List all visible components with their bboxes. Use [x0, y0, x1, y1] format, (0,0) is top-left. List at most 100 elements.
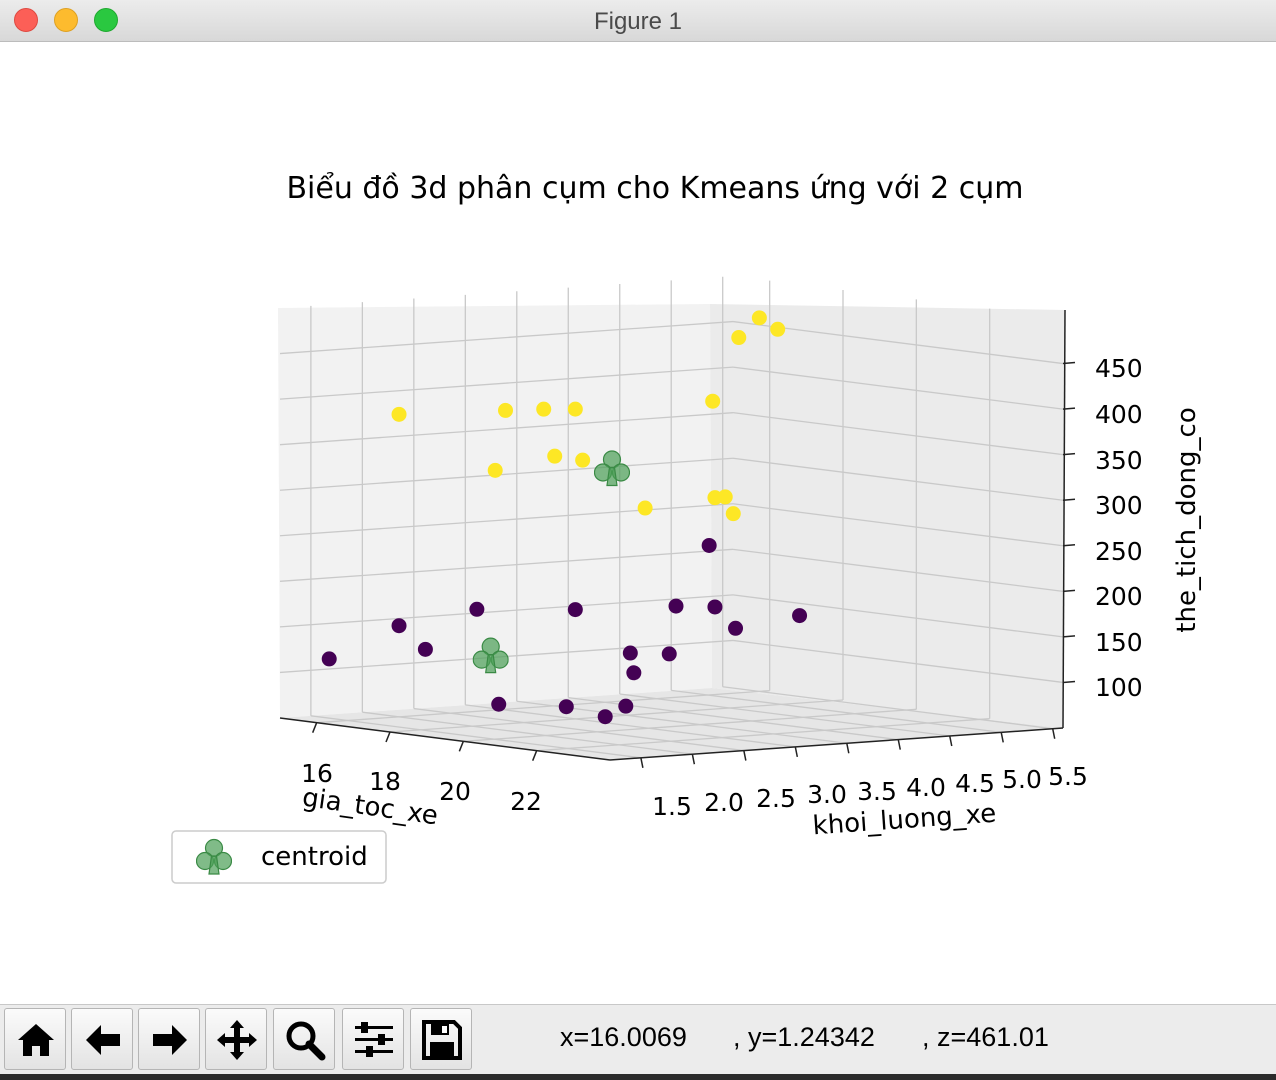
grid-line — [279, 503, 734, 537]
coord-z-readout: , z=461.01 — [922, 1022, 1049, 1052]
cluster-0-point — [661, 646, 677, 662]
cluster-0-point — [469, 601, 485, 617]
tick-mark — [1062, 589, 1076, 593]
zoom-window-button[interactable] — [94, 8, 118, 32]
cluster-1-point — [487, 462, 503, 478]
x-axis-line — [279, 717, 611, 761]
x-tick-label: 16 — [301, 759, 333, 788]
grid-line — [389, 699, 844, 733]
z-tick-label: 100 — [1095, 673, 1143, 702]
tick-mark — [743, 750, 747, 761]
z-axis-label: the_tich_dong_co — [1172, 407, 1202, 632]
z-tick-label: 200 — [1095, 582, 1143, 611]
tick-mark — [949, 735, 953, 747]
y-tick-label: 3.5 — [857, 777, 897, 806]
cluster-1-points — [391, 310, 786, 522]
cluster-0-point — [597, 709, 613, 725]
chart-canvas[interactable]: Biểu đồ 3d phân cụm cho Kmeans ứng với 2… — [0, 42, 1276, 1002]
y-tick-label: 3.0 — [807, 780, 847, 809]
desktop-strip — [0, 1074, 1276, 1080]
y-tick-label: 4.0 — [906, 773, 946, 802]
grid-line — [279, 548, 734, 582]
cluster-0-point — [626, 665, 642, 681]
home-icon — [18, 1024, 54, 1056]
pan-button[interactable] — [205, 1008, 267, 1070]
x-tick-label: 20 — [439, 777, 471, 806]
grid-line — [732, 366, 1064, 410]
tick-mark — [1062, 498, 1076, 501]
cluster-0-point — [391, 618, 407, 634]
back-pane — [278, 304, 712, 718]
cluster-0-point — [792, 608, 808, 624]
zoom-button[interactable] — [273, 1008, 335, 1070]
cluster-1-point — [498, 402, 514, 418]
tick-mark — [1062, 635, 1076, 638]
cluster-1-point — [705, 393, 721, 409]
cluster-1-point — [567, 401, 583, 417]
tick-mark — [794, 746, 799, 758]
tick-mark — [1062, 361, 1076, 365]
save-button[interactable] — [410, 1008, 472, 1070]
forward-button[interactable] — [138, 1008, 200, 1070]
cluster-0-points — [321, 537, 808, 725]
home-button[interactable] — [4, 1008, 66, 1070]
cluster-1-point — [391, 406, 407, 422]
cluster-0-point — [321, 651, 337, 667]
grid-line — [279, 594, 734, 628]
grid-line — [722, 686, 1053, 730]
coord-y-readout: , y=1.24342 — [733, 1022, 875, 1052]
tick-mark — [846, 743, 850, 754]
y-tick-label: 5.0 — [1002, 765, 1042, 794]
grid-line — [536, 718, 990, 752]
tick-mark — [1062, 452, 1076, 456]
minimize-window-button[interactable] — [54, 8, 78, 32]
side-pane — [710, 304, 1065, 728]
cluster-1-point — [731, 330, 747, 346]
cluster-0-point — [567, 602, 583, 618]
x-tick-label: 18 — [369, 767, 401, 796]
back-button[interactable] — [71, 1008, 133, 1070]
cluster-1-point — [770, 321, 786, 337]
y-tick-label: 2.5 — [756, 784, 796, 813]
cluster-1-point — [725, 506, 741, 522]
chart-title: Biểu đồ 3d phân cụm cho Kmeans ứng với 2… — [286, 170, 1023, 206]
z-tick-label: 250 — [1095, 537, 1143, 566]
grid-line — [619, 693, 950, 737]
cluster-0-point — [558, 699, 574, 715]
cluster-1-point — [575, 452, 591, 468]
grid-line — [732, 503, 1064, 547]
y-tick-label: 1.5 — [652, 792, 692, 821]
grid-line — [362, 711, 693, 755]
grid-lines — [279, 276, 1064, 759]
tick-mark — [640, 757, 644, 768]
cluster-0-point — [491, 696, 507, 712]
grid-line — [732, 412, 1064, 456]
tick-mark — [1051, 728, 1056, 739]
z-tick-label: 300 — [1095, 491, 1143, 520]
coord-x-readout: x=16.0069 — [560, 1022, 687, 1052]
magnifier-icon — [286, 1021, 326, 1061]
tick-mark — [1062, 544, 1076, 547]
z-tick-label: 350 — [1095, 446, 1143, 475]
sliders-icon — [355, 1022, 393, 1057]
x-tick-label: 22 — [510, 787, 542, 816]
title-bar: Figure 1 — [0, 0, 1276, 42]
cluster-0-point — [701, 537, 717, 553]
grid-line — [732, 639, 1064, 684]
tick-mark — [531, 750, 538, 761]
z-axis-line — [1062, 309, 1066, 729]
tick-marks — [311, 361, 1076, 768]
grid-line — [463, 708, 917, 742]
tick-mark — [1062, 680, 1076, 684]
cluster-0-point — [707, 599, 723, 615]
subplots-button[interactable] — [342, 1008, 404, 1070]
cluster-1-point — [717, 489, 733, 505]
legend: centroid — [171, 830, 387, 884]
close-window-button[interactable] — [14, 8, 38, 32]
y-tick-label: 4.5 — [955, 769, 995, 798]
y-tick-label: 2.0 — [704, 788, 744, 817]
grid-line — [279, 457, 734, 491]
y-axis-line — [609, 727, 1064, 761]
grid-line — [310, 715, 641, 759]
cluster-0-point — [618, 698, 634, 714]
